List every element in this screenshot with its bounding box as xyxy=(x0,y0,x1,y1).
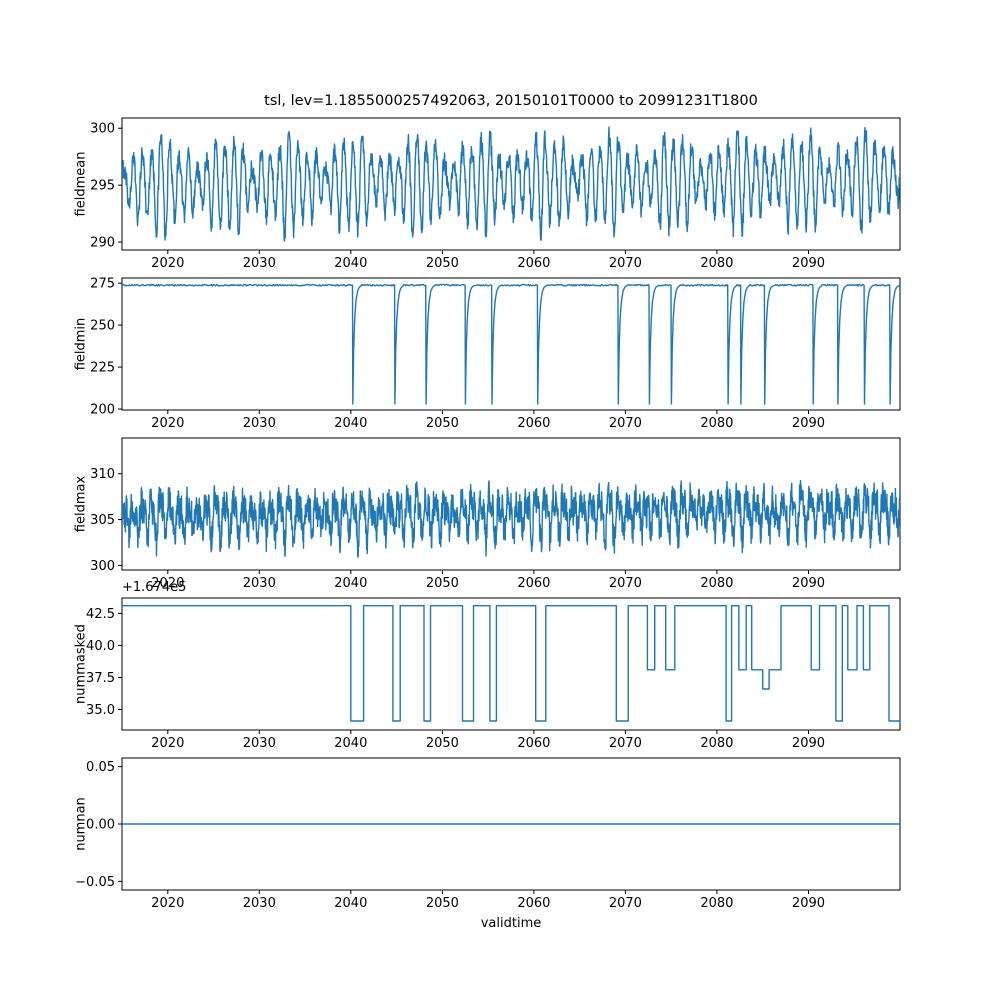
x-tick-label: 2090 xyxy=(792,416,825,431)
y-tick-label: 305 xyxy=(90,513,115,528)
x-tick-label: 2040 xyxy=(334,576,367,591)
x-tick-label: 2080 xyxy=(700,256,733,271)
x-tick-label: 2040 xyxy=(334,256,367,271)
x-tick-label: 2040 xyxy=(334,736,367,751)
x-tick-label: 2030 xyxy=(243,256,276,271)
y-tick-label: 225 xyxy=(90,361,115,376)
x-tick-label: 2020 xyxy=(151,896,184,911)
y-tick-label: 290 xyxy=(90,236,115,251)
series-line-fieldmean xyxy=(122,126,900,242)
axes-frame xyxy=(121,277,901,411)
y-tick-label: 295 xyxy=(90,179,115,194)
x-tick-label: 2030 xyxy=(243,416,276,431)
y-tick-label: 42.5 xyxy=(86,607,115,622)
y-tick-label: 35.0 xyxy=(86,703,115,718)
x-tick-label: 2090 xyxy=(792,256,825,271)
x-tick-label: 2060 xyxy=(517,416,550,431)
y-tick-label: −0.05 xyxy=(75,875,115,890)
series-line-nummasked xyxy=(122,605,900,722)
x-tick-label: 2020 xyxy=(151,576,184,591)
x-tick-label: 2070 xyxy=(609,416,642,431)
x-tick-label: 2050 xyxy=(426,576,459,591)
y-tick-label: 300 xyxy=(90,122,115,137)
y-tick-label: 275 xyxy=(90,277,115,292)
x-tick-label: 2040 xyxy=(334,896,367,911)
x-tick-label: 2080 xyxy=(700,736,733,751)
x-tick-label: 2050 xyxy=(426,736,459,751)
y-tick-label: 0.00 xyxy=(86,818,115,833)
y-tick-label: 250 xyxy=(90,319,115,334)
x-tick-label: 2080 xyxy=(700,416,733,431)
y-tick-label: 0.05 xyxy=(86,760,115,775)
xlabel-validtime: validtime xyxy=(480,916,542,931)
x-tick-label: 2050 xyxy=(426,256,459,271)
x-tick-label: 2070 xyxy=(609,896,642,911)
x-tick-label: 2090 xyxy=(792,576,825,591)
x-tick-label: 2050 xyxy=(426,896,459,911)
x-tick-label: 2060 xyxy=(517,576,550,591)
axis-offset-text: +1.674e5 xyxy=(122,580,187,595)
x-tick-label: 2090 xyxy=(792,896,825,911)
x-tick-label: 2060 xyxy=(517,896,550,911)
x-tick-label: 2030 xyxy=(243,896,276,911)
x-tick-label: 2070 xyxy=(609,256,642,271)
x-tick-label: 2040 xyxy=(334,416,367,431)
x-tick-label: 2060 xyxy=(517,736,550,751)
x-tick-label: 2080 xyxy=(700,896,733,911)
y-tick-label: 40.0 xyxy=(86,639,115,654)
axes-frame xyxy=(121,597,901,731)
series-line-fieldmax xyxy=(122,479,900,558)
y-tick-label: 300 xyxy=(90,559,115,574)
x-tick-label: 2090 xyxy=(792,736,825,751)
y-tick-label: 200 xyxy=(90,403,115,418)
x-tick-label: 2030 xyxy=(243,736,276,751)
x-tick-label: 2030 xyxy=(243,576,276,591)
x-tick-label: 2020 xyxy=(151,736,184,751)
axes-frame xyxy=(121,117,901,251)
x-tick-label: 2060 xyxy=(517,256,550,271)
series-line-fieldmin xyxy=(122,283,900,405)
y-tick-label: 310 xyxy=(90,467,115,482)
x-tick-label: 2070 xyxy=(609,576,642,591)
y-tick-label: 37.5 xyxy=(86,671,115,686)
chart-title: tsl, lev=1.1855000257492063, 20150101T00… xyxy=(264,93,758,109)
x-tick-label: 2050 xyxy=(426,416,459,431)
x-tick-label: 2070 xyxy=(609,736,642,751)
x-tick-label: 2080 xyxy=(700,576,733,591)
x-tick-label: 2020 xyxy=(151,256,184,271)
x-tick-label: 2020 xyxy=(151,416,184,431)
